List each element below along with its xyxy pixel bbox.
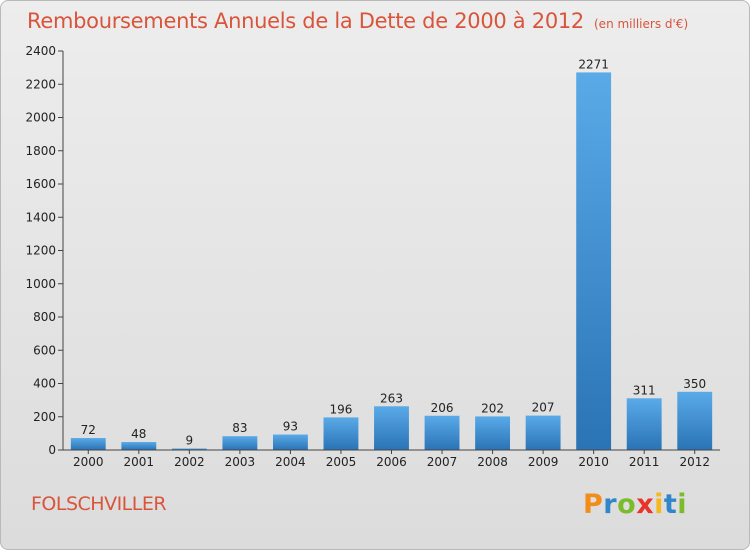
x-tick-label: 2011 [629, 455, 660, 469]
bar [677, 391, 713, 450]
bar-value-label: 83 [232, 421, 247, 435]
bar-value-label: 48 [131, 427, 146, 441]
x-axis: 2000 2001 2002 2003 2004 2005 2006 2007 2008 2009… [63, 449, 720, 469]
bar [222, 436, 258, 450]
bar [626, 398, 662, 450]
y-tick-label: 0 [48, 443, 56, 457]
commune-name: FOLSCHVILLER [31, 493, 167, 515]
bar [171, 448, 207, 450]
bar-value-label: 202 [481, 401, 504, 415]
bar-value-label: 2271 [578, 57, 609, 71]
bar [576, 72, 612, 450]
bar-value-label: 206 [431, 401, 454, 415]
bar [424, 415, 460, 450]
y-tick-label: 2000 [25, 111, 56, 125]
logo-letter: P [583, 489, 604, 520]
bar [272, 434, 308, 450]
y-tick-label: 1600 [25, 177, 56, 191]
proxiti-logo: Proxiti [583, 489, 687, 520]
bars: 72 48 9 83 93 196 263 206 202 207 2271 311 350 [70, 57, 713, 450]
y-tick-label: 400 [33, 377, 56, 391]
y-tick-label: 1000 [25, 277, 56, 291]
logo-letter: i [654, 489, 664, 520]
x-tick-label: 2005 [326, 455, 357, 469]
x-tick-label: 2010 [578, 455, 609, 469]
x-tick-label: 2009 [528, 455, 559, 469]
bar [323, 417, 359, 450]
logo-letter: o [617, 489, 637, 520]
bar-value-label: 72 [81, 423, 96, 437]
bar [121, 442, 157, 450]
logo-letter: t [663, 489, 678, 520]
bar-value-label: 263 [380, 391, 403, 405]
y-tick-label: 200 [33, 410, 56, 424]
logo-letter: i [677, 489, 688, 520]
x-tick-label: 2002 [174, 455, 205, 469]
y-tick-label: 1400 [25, 210, 56, 224]
unit-note: (en milliers d'€) [594, 17, 689, 31]
y-tick-label: 600 [33, 343, 56, 357]
x-tick-label: 2007 [427, 455, 458, 469]
y-tick-label: 1200 [25, 244, 56, 258]
y-tick-label: 2400 [25, 44, 56, 58]
bar-value-label: 350 [683, 377, 706, 391]
bar [475, 416, 511, 450]
logo-letter: r [603, 489, 618, 520]
x-tick-label: 2003 [225, 455, 256, 469]
y-tick-label: 800 [33, 310, 56, 324]
x-tick-label: 2006 [376, 455, 407, 469]
x-tick-label: 2004 [275, 455, 306, 469]
bar-value-label: 207 [532, 401, 555, 415]
bar-value-label: 93 [283, 420, 298, 434]
y-tick-label: 2200 [25, 77, 56, 91]
y-axis: 0 200 400 600 800 1000 1200 1400 1600 1800 2000 220… [25, 44, 64, 457]
y-tick-label: 1800 [25, 144, 56, 158]
bar [70, 438, 106, 450]
x-tick-label: 2001 [124, 455, 155, 469]
x-tick-label: 2008 [477, 455, 508, 469]
x-tick-label: 2000 [73, 455, 104, 469]
bar [525, 415, 561, 450]
bar [374, 406, 409, 450]
bar-value-label: 196 [330, 402, 353, 416]
bar-value-label: 311 [633, 383, 656, 397]
bar-value-label: 9 [186, 434, 194, 448]
x-tick-label: 2012 [679, 455, 710, 469]
chart-title-text: Remboursements Annuels de la Dette de 20… [27, 9, 584, 33]
logo-letter: x [636, 489, 655, 520]
chart-title: Remboursements Annuels de la Dette de 20… [27, 9, 688, 33]
